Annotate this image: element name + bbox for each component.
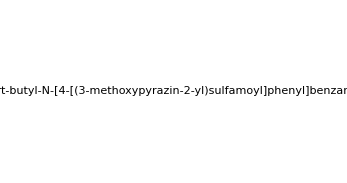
Text: 4-tert-butyl-N-[4-[(3-methoxypyrazin-2-yl)sulfamoyl]phenyl]benzamide: 4-tert-butyl-N-[4-[(3-methoxypyrazin-2-y… [0,87,347,96]
